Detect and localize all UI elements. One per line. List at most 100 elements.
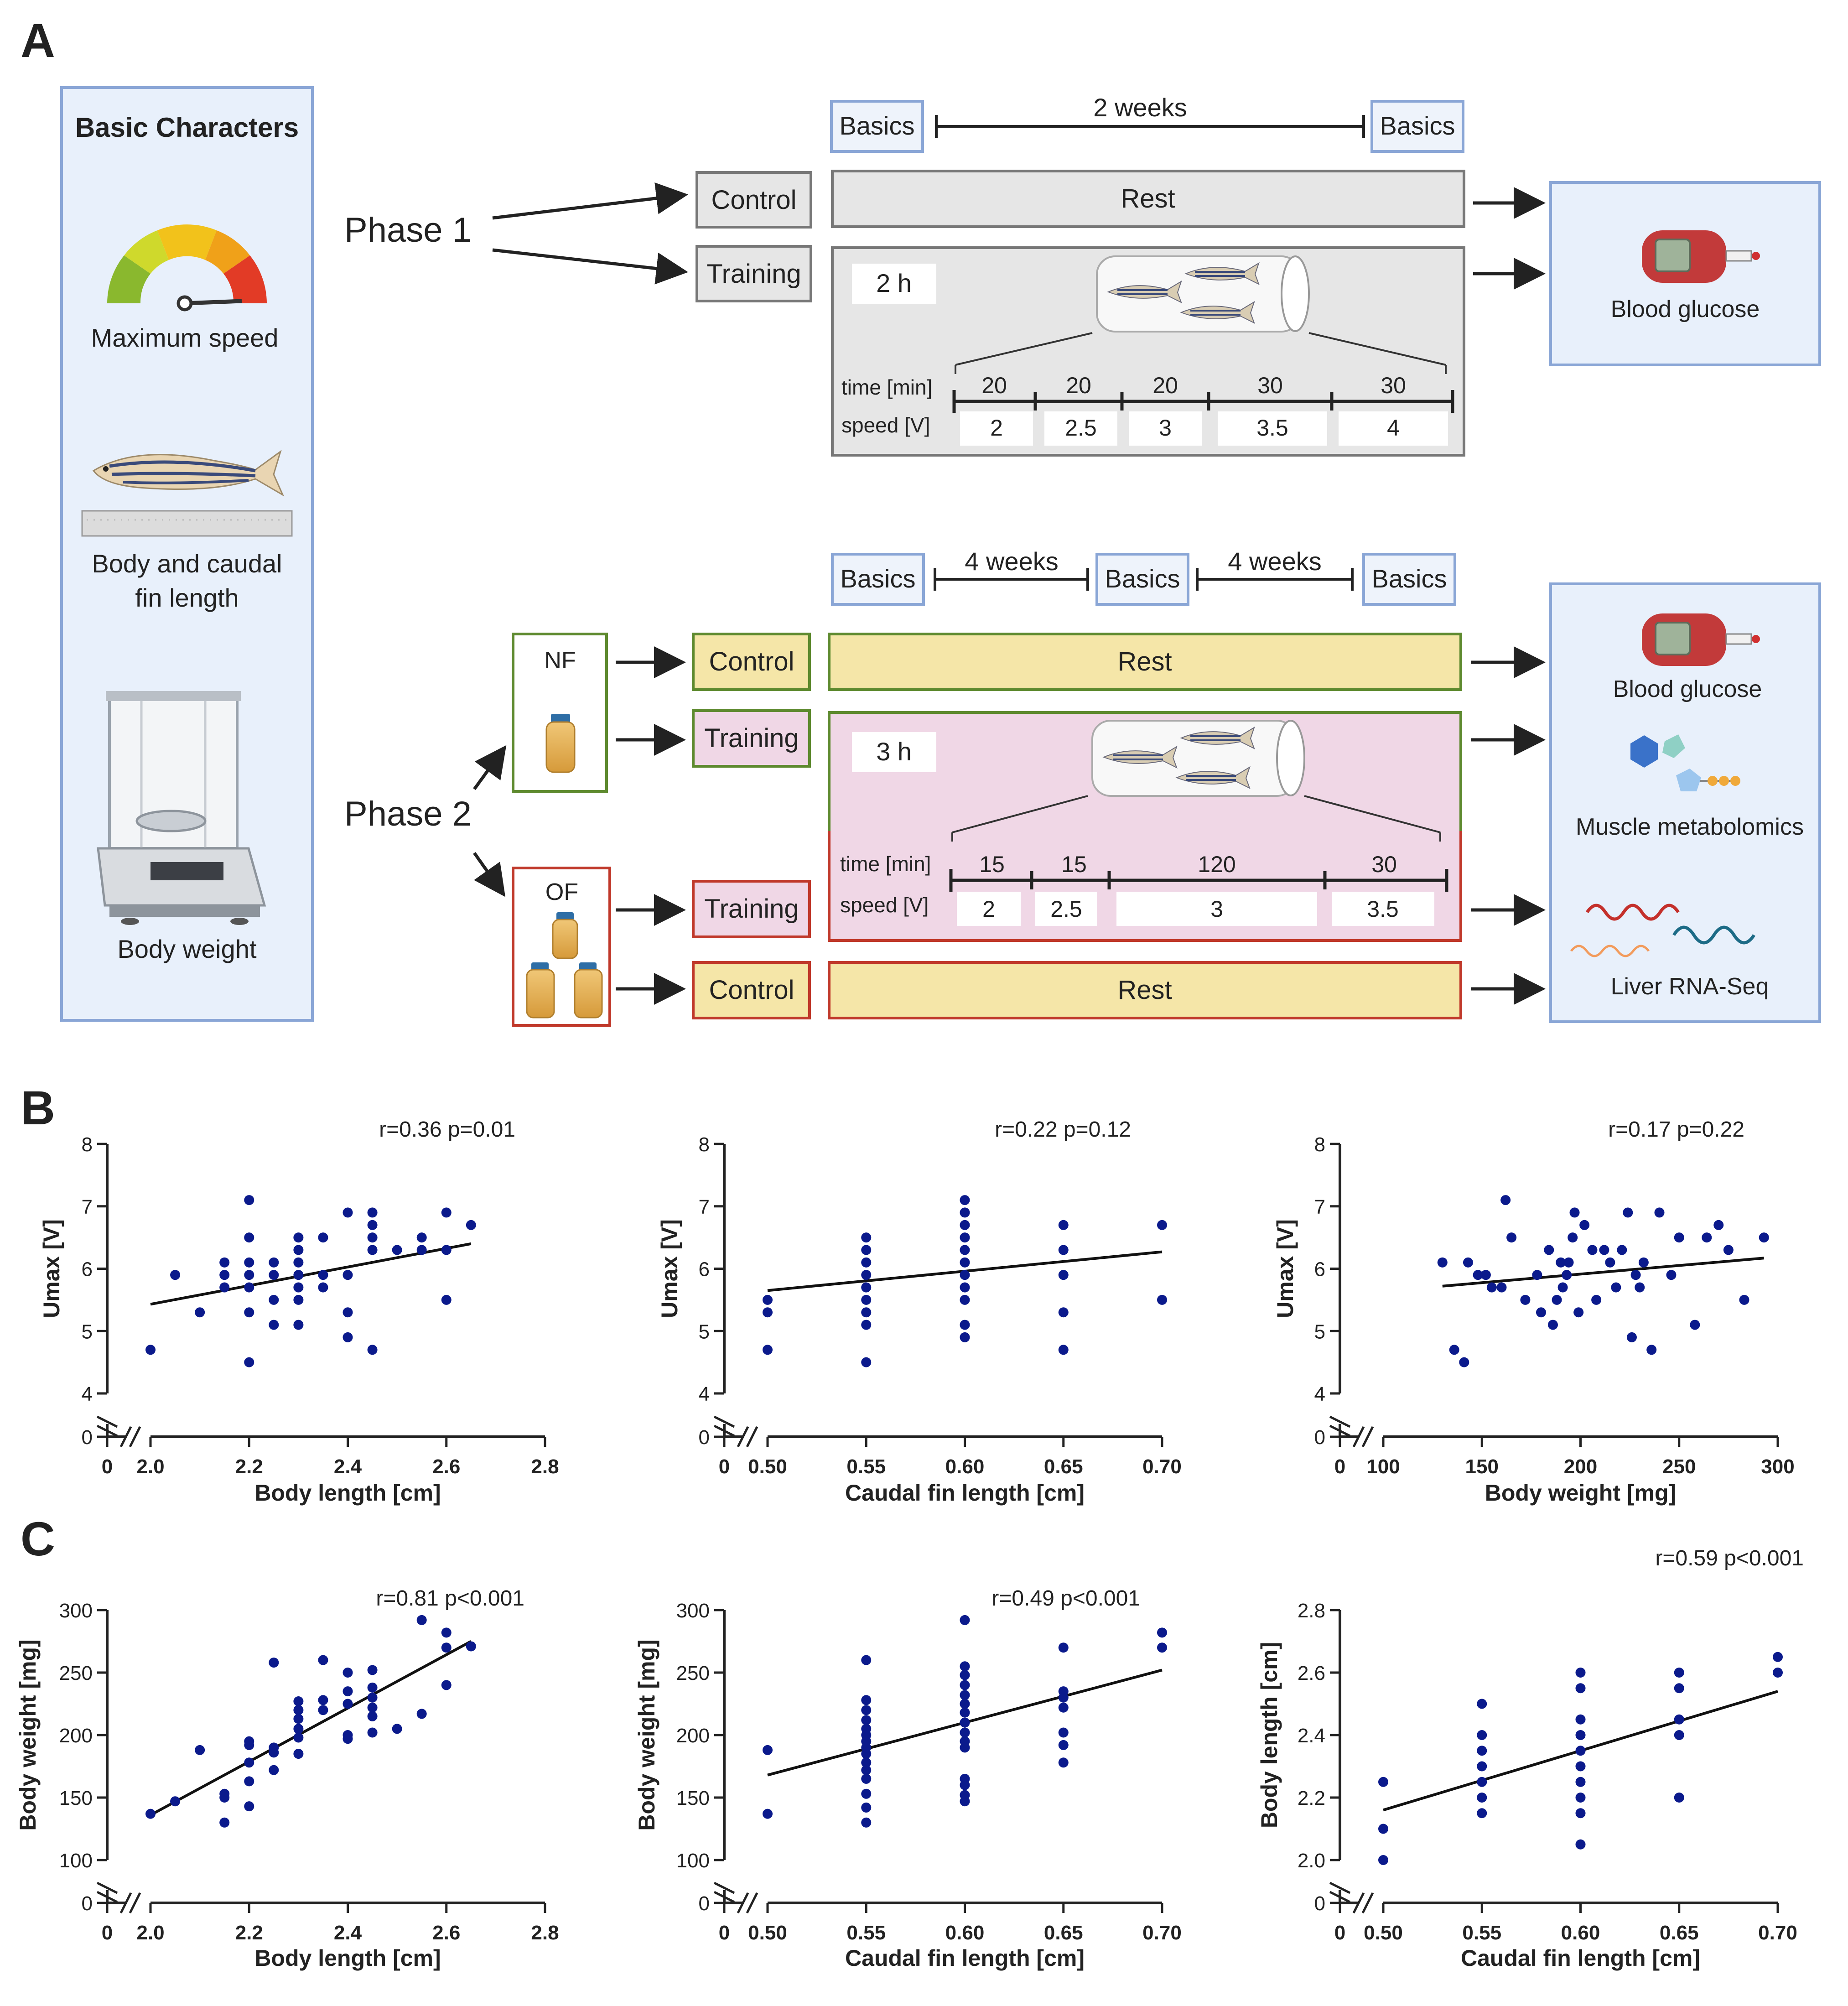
x-axis-label: Body length [cm] [254, 1945, 441, 1971]
y-zero-label: 0 [1314, 1892, 1325, 1915]
data-point [861, 1788, 872, 1799]
y-tick-label: 250 [59, 1662, 93, 1684]
y-tick-label: 5 [1314, 1320, 1325, 1343]
data-point [1674, 1683, 1684, 1694]
data-point [416, 1615, 427, 1625]
phase1-basics-end-label: Basics [1380, 111, 1455, 140]
data-point [861, 1282, 872, 1293]
y-tick-label: 300 [676, 1600, 710, 1622]
swim-tunnel-icon [1096, 255, 1310, 333]
data-point [1611, 1282, 1621, 1293]
data-point [1569, 1207, 1580, 1218]
data-point [960, 1680, 970, 1690]
phase1-time-1: 20 [981, 373, 1007, 398]
y-tick-label: 8 [82, 1133, 93, 1156]
y-tick-label: 200 [676, 1725, 710, 1747]
phase1-outcome-box [1549, 181, 1821, 366]
data-point [343, 1699, 353, 1709]
phase2-basics-2 [1095, 553, 1189, 606]
correlation-annotation: r=0.49 p<0.001 [991, 1586, 1140, 1611]
phase2-speed-3: 3 [1210, 896, 1223, 922]
data-point [244, 1232, 254, 1243]
data-point [861, 1817, 872, 1828]
phase1-speed-4: 3.5 [1256, 415, 1288, 441]
data-point [1575, 1777, 1586, 1787]
y-tick-label: 7 [699, 1196, 710, 1218]
data-point [318, 1232, 328, 1243]
phase1-speed-1: 2 [990, 415, 1003, 441]
phase2-speed-4: 3.5 [1367, 896, 1399, 922]
y-tick-label: 8 [1314, 1133, 1325, 1156]
y-tick-label: 150 [59, 1787, 93, 1809]
data-point [861, 1257, 872, 1268]
data-point [861, 1757, 872, 1768]
data-point [219, 1282, 230, 1293]
x-zero-label: 0 [1334, 1455, 1345, 1478]
y-axis-break [96, 1424, 118, 1437]
data-point [1378, 1855, 1388, 1865]
y-tick-label: 2.8 [1298, 1600, 1325, 1622]
data-point [1666, 1270, 1677, 1280]
data-point [1058, 1727, 1069, 1738]
x-tick-label: 0.60 [945, 1455, 985, 1478]
data-point [1575, 1761, 1586, 1772]
data-point [960, 1790, 970, 1800]
x-zero-label: 0 [102, 1455, 113, 1478]
chart-B2: 4 5 6 7 8 0 0.50 0.55 0.60 0.65 0.70 0 Caudal fin le… [657, 1117, 1182, 1506]
data-point [343, 1270, 353, 1280]
y-axis-break [1329, 1415, 1351, 1428]
data-point [1486, 1282, 1497, 1293]
y-zero-label: 0 [82, 1426, 93, 1449]
x-axis-break [1361, 1892, 1374, 1914]
data-point [244, 1757, 254, 1768]
data-point [1463, 1257, 1473, 1268]
phase1: Phase 1 Basics Basics 2 weeks Control Tr… [344, 93, 1821, 457]
phase2-time-3: 120 [1198, 852, 1235, 877]
data-point [293, 1245, 304, 1255]
data-point [1623, 1207, 1633, 1218]
data-point [367, 1692, 378, 1703]
phase2-basics-2-label: Basics [1105, 564, 1180, 593]
nf-rest-label: Rest [1117, 647, 1172, 676]
data-point [861, 1705, 872, 1715]
data-point [1587, 1245, 1598, 1255]
of-training-box [692, 880, 811, 938]
data-point [960, 1727, 970, 1738]
phase2-speed-2: 2.5 [1050, 896, 1082, 922]
data-point [367, 1665, 378, 1675]
data-point [1579, 1220, 1590, 1230]
data-point [1759, 1232, 1769, 1243]
x-axis-break [737, 1426, 749, 1448]
data-point [367, 1702, 378, 1713]
phase1-time-label: time [min] [841, 375, 932, 399]
x-axis-break [1352, 1892, 1365, 1914]
data-point [1575, 1839, 1586, 1850]
phase2-time-4: 30 [1371, 852, 1397, 877]
data-point [145, 1345, 156, 1355]
data-point [1058, 1307, 1069, 1318]
data-point [960, 1707, 970, 1718]
y-zero-label: 0 [82, 1892, 93, 1915]
of-label: OF [545, 879, 578, 905]
data-point [960, 1195, 970, 1206]
data-point [392, 1245, 402, 1255]
x-axis-label: Body weight [mg] [1485, 1480, 1676, 1506]
data-point [219, 1817, 230, 1828]
data-point [1591, 1294, 1602, 1305]
data-point [1157, 1220, 1167, 1230]
data-point [293, 1696, 304, 1707]
y-axis-break [713, 1891, 735, 1903]
data-point [1646, 1345, 1657, 1355]
data-point [1690, 1320, 1700, 1330]
x-zero-label: 0 [1334, 1922, 1345, 1944]
data-point [1723, 1245, 1734, 1255]
y-tick-label: 300 [59, 1600, 93, 1622]
y-tick-label: 4 [82, 1383, 93, 1405]
chart-C1: 100 150 200 250 300 0 2.0 2.2 2.4 2.6 2.8 0 Body len… [15, 1586, 559, 1971]
y-zero-label: 0 [1314, 1426, 1325, 1449]
zebrafish-on-ruler-icon [81, 450, 293, 537]
data-point [1544, 1245, 1554, 1255]
scatter-charts: 4 5 6 7 8 0 2.0 2.2 2.4 2.6 2.8 0 Body length [cm] Um… [15, 1117, 1804, 1971]
y-axis-label: Umax [V] [39, 1219, 64, 1318]
